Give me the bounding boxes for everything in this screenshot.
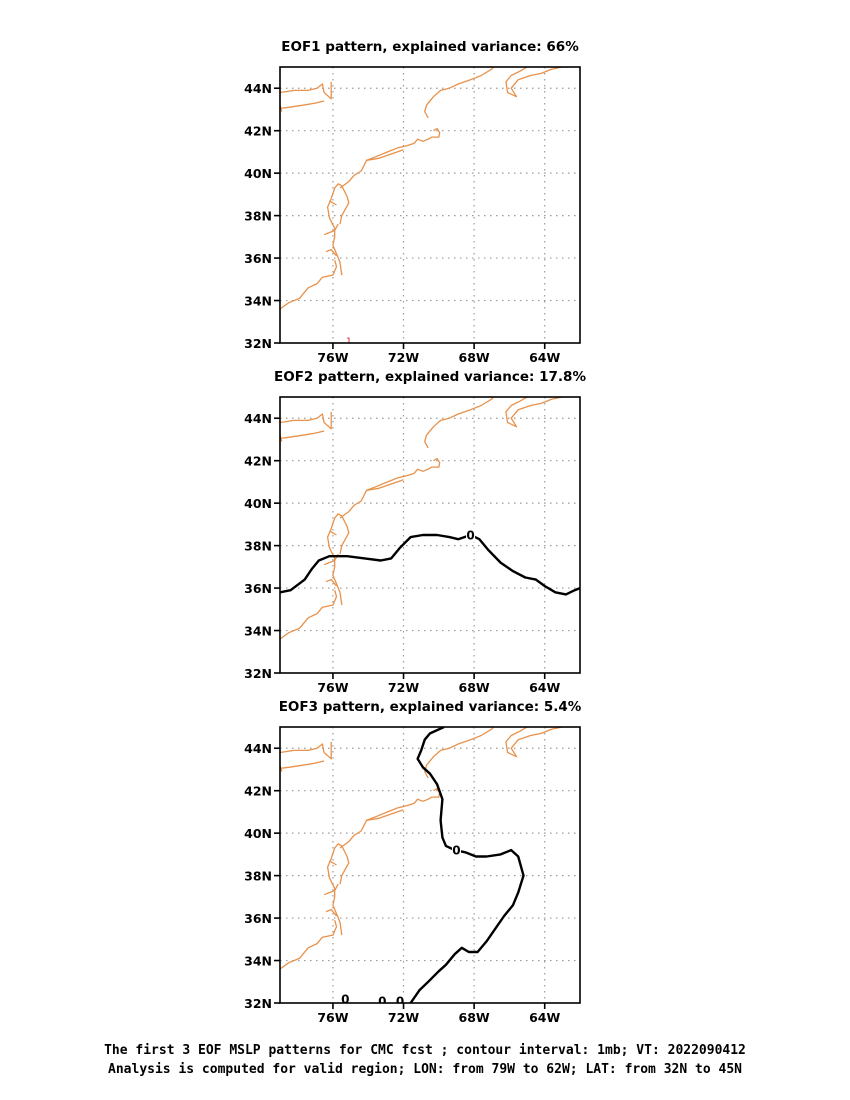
- x-tick-label: 64W: [529, 680, 560, 695]
- coastline: [339, 472, 415, 519]
- coastline: [424, 727, 495, 779]
- y-tick-label: 40N: [244, 826, 272, 841]
- coastline: [280, 81, 332, 100]
- coastline: [329, 860, 337, 866]
- x-tick-label: 68W: [459, 680, 490, 695]
- coastline: [325, 578, 338, 587]
- y-tick-label: 40N: [244, 166, 272, 181]
- coastline: [366, 149, 404, 162]
- x-tick-label: 64W: [529, 1010, 560, 1025]
- x-tick-label: 76W: [317, 350, 348, 365]
- coastline: [505, 397, 572, 428]
- coastline: [326, 183, 350, 276]
- contour-line: [280, 533, 580, 596]
- y-tick-label: 34N: [244, 294, 272, 309]
- coastline: [424, 397, 495, 449]
- y-tick-label: 38N: [244, 209, 272, 224]
- y-tick-label: 34N: [244, 624, 272, 639]
- coastline: [413, 457, 441, 474]
- x-tick-label: 72W: [388, 680, 419, 695]
- y-tick-label: 38N: [244, 539, 272, 554]
- coastline: [280, 260, 338, 310]
- coastline: [366, 809, 404, 822]
- contour-label: 0: [452, 844, 460, 858]
- contour-label: 0: [341, 992, 349, 1006]
- contour-line: [409, 727, 525, 1003]
- eof1-panel: EOF1 pattern, explained variance: 66% 1 76…: [244, 39, 581, 365]
- coastline: [323, 883, 339, 896]
- coastline: [424, 67, 495, 119]
- coastline: [339, 142, 415, 189]
- panel-title: EOF3 pattern, explained variance: 5.4%: [279, 699, 582, 715]
- coastline: [280, 760, 325, 770]
- y-tick-label: 36N: [244, 911, 272, 926]
- coastline: [413, 787, 441, 804]
- coastline: [339, 802, 415, 849]
- x-tick-label: 72W: [388, 350, 419, 365]
- coastline: [329, 530, 337, 536]
- y-tick-label: 36N: [244, 251, 272, 266]
- y-tick-label: 42N: [244, 784, 272, 799]
- value-marker: 1: [346, 337, 352, 347]
- x-tick-label: 68W: [459, 1010, 490, 1025]
- y-tick-label: 34N: [244, 954, 272, 969]
- coastline: [280, 920, 338, 970]
- coastline: [323, 223, 339, 236]
- y-tick-label: 32N: [244, 996, 272, 1011]
- y-tick-label: 44N: [244, 81, 272, 96]
- eof2-panel: EOF2 pattern, explained variance: 17.8% 0…: [244, 369, 586, 695]
- y-tick-label: 32N: [244, 336, 272, 351]
- coastline: [280, 430, 325, 440]
- caption-line-1: The first 3 EOF MSLP patterns for CMC fc…: [104, 1043, 746, 1058]
- coastline: [325, 908, 338, 917]
- caption-line-2: Analysis is computed for valid region; L…: [108, 1062, 742, 1077]
- x-tick-label: 64W: [529, 350, 560, 365]
- coastline: [505, 727, 572, 758]
- y-tick-label: 36N: [244, 581, 272, 596]
- panel-title: EOF2 pattern, explained variance: 17.8%: [274, 369, 586, 385]
- y-tick-label: 42N: [244, 124, 272, 139]
- coastline: [280, 411, 332, 430]
- y-tick-label: 44N: [244, 411, 272, 426]
- x-tick-label: 76W: [317, 1010, 348, 1025]
- y-tick-label: 40N: [244, 496, 272, 511]
- y-tick-label: 38N: [244, 869, 272, 884]
- contour-label: 0: [466, 529, 474, 543]
- plot-frame: [279, 396, 581, 674]
- coastline: [326, 843, 350, 936]
- coastline: [366, 479, 404, 492]
- coastline: [326, 513, 350, 606]
- coastline: [329, 200, 337, 206]
- y-tick-label: 42N: [244, 454, 272, 469]
- contour-label: 0: [378, 994, 386, 1008]
- y-tick-label: 44N: [244, 741, 272, 756]
- y-tick-label: 32N: [244, 666, 272, 681]
- coastline: [325, 248, 338, 257]
- x-tick-label: 68W: [459, 350, 490, 365]
- coastline: [280, 741, 332, 760]
- eof3-panel: EOF3 pattern, explained variance: 5.4%00…: [244, 699, 582, 1025]
- coastline: [280, 590, 338, 640]
- x-tick-label: 72W: [388, 1010, 419, 1025]
- coastline: [505, 67, 572, 98]
- plot-frame: [279, 726, 581, 1004]
- contour-label: 0: [396, 994, 404, 1008]
- x-tick-label: 76W: [317, 680, 348, 695]
- coastline: [280, 100, 325, 110]
- panel-title: EOF1 pattern, explained variance: 66%: [281, 39, 579, 55]
- coastline: [413, 127, 441, 144]
- plot-frame: [279, 66, 581, 344]
